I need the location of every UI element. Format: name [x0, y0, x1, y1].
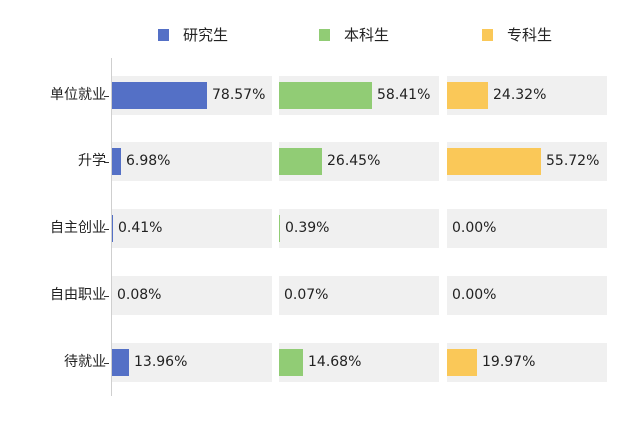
bar[interactable] — [279, 82, 372, 109]
y-axis-tick — [104, 296, 109, 297]
bar[interactable] — [279, 349, 303, 376]
legend-label: 研究生 — [183, 26, 229, 44]
legend-label: 本科生 — [344, 26, 390, 44]
y-axis-tick — [104, 363, 109, 364]
bar-value-label: 24.32% — [493, 87, 547, 103]
bar-value-label: 26.45% — [327, 153, 381, 169]
bar-track: 6.98% — [112, 142, 272, 181]
legend-swatch-icon — [482, 28, 493, 41]
bar-value-label: 55.72% — [546, 153, 600, 169]
y-axis-label: 单位就业 — [50, 87, 106, 103]
bar[interactable] — [279, 215, 280, 242]
bar-track: 26.45% — [279, 142, 439, 181]
bar-value-label: 0.39% — [285, 220, 330, 236]
bar-track: 78.57% — [112, 76, 272, 115]
y-axis-tick — [104, 96, 109, 97]
bar-track: 0.00% — [447, 209, 607, 248]
bar-track: 0.39% — [279, 209, 439, 248]
legend-item-graduate[interactable]: 研究生 — [158, 24, 228, 45]
bar-value-label: 0.07% — [284, 287, 329, 303]
bar-value-label: 78.57% — [212, 87, 266, 103]
bar-track: 0.00% — [447, 276, 607, 315]
bar-value-label: 6.98% — [126, 153, 171, 169]
bar-value-label: 13.96% — [134, 354, 188, 370]
legend-item-college[interactable]: 专科生 — [482, 24, 552, 45]
bar[interactable] — [447, 82, 488, 109]
bar-track: 0.08% — [112, 276, 272, 315]
legend-item-undergraduate[interactable]: 本科生 — [319, 24, 389, 45]
bar-track: 0.41% — [112, 209, 272, 248]
y-axis-label: 自主创业 — [50, 220, 106, 236]
chart-legend: 研究生 本科生 专科生 — [0, 24, 642, 48]
bar[interactable] — [447, 148, 541, 175]
y-axis-line — [111, 58, 112, 396]
y-axis-tick — [104, 162, 109, 163]
bar-value-label: 0.00% — [452, 220, 497, 236]
bar-value-label: 0.00% — [452, 287, 497, 303]
bar-value-label: 0.41% — [118, 220, 163, 236]
bar-track: 14.68% — [279, 343, 439, 382]
legend-swatch-icon — [319, 28, 330, 41]
y-axis-label: 待就业 — [64, 354, 106, 370]
bar-track: 24.32% — [447, 76, 607, 115]
y-axis-label: 升学 — [78, 153, 106, 169]
bar[interactable] — [447, 349, 477, 376]
bar-value-label: 58.41% — [377, 87, 431, 103]
bar-value-label: 14.68% — [308, 354, 362, 370]
bar-value-label: 0.08% — [117, 287, 162, 303]
bar[interactable] — [112, 349, 129, 376]
bar[interactable] — [112, 82, 207, 109]
bar[interactable] — [112, 215, 113, 242]
legend-label: 专科生 — [507, 26, 553, 44]
bar[interactable] — [112, 148, 121, 175]
bar[interactable] — [279, 148, 322, 175]
y-axis-tick — [104, 229, 109, 230]
bar-track: 0.07% — [279, 276, 439, 315]
bar-value-label: 19.97% — [482, 354, 536, 370]
legend-swatch-icon — [158, 28, 169, 41]
bar-track: 13.96% — [112, 343, 272, 382]
y-axis-label: 自由职业 — [50, 287, 106, 303]
bar-track: 58.41% — [279, 76, 439, 115]
bar-track: 19.97% — [447, 343, 607, 382]
bar-track: 55.72% — [447, 142, 607, 181]
